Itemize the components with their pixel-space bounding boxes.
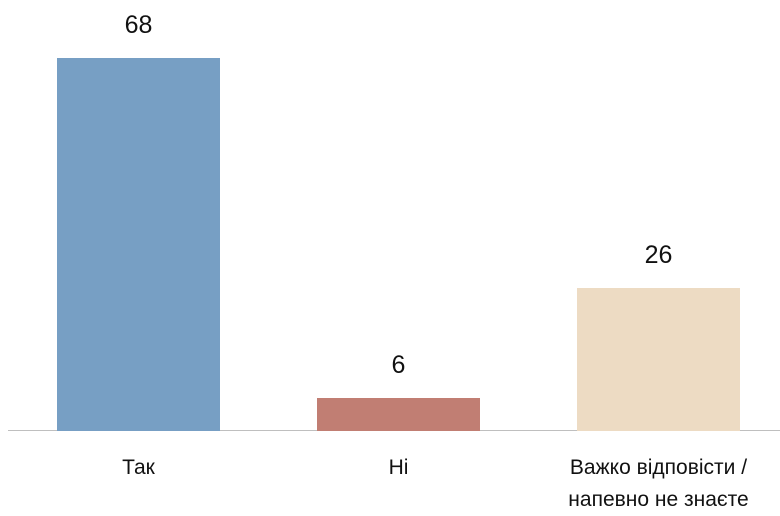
bar <box>317 398 480 431</box>
bar <box>57 58 220 431</box>
x-tick-label: Важко відповісти / напевно не знаєте <box>568 456 749 511</box>
value-label: 68 <box>124 11 153 39</box>
value-label: 26 <box>644 241 673 270</box>
value-label: 6 <box>391 351 406 380</box>
x-tick-label: Так <box>122 456 155 479</box>
bar <box>577 288 740 431</box>
x-tick-label: Ні <box>388 456 409 479</box>
